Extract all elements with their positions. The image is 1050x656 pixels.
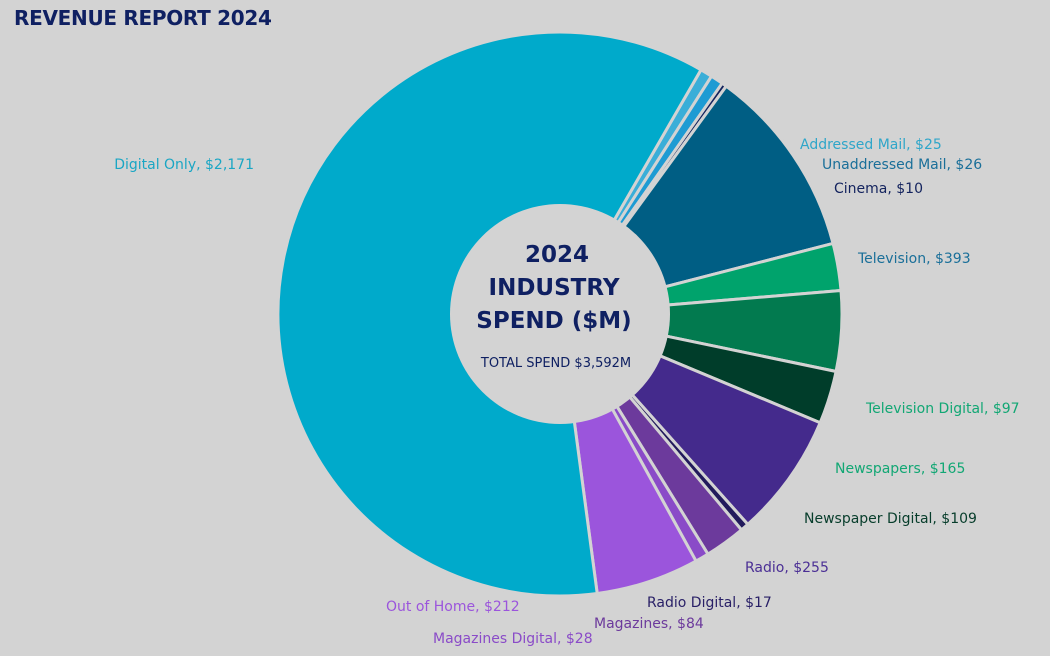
label-out-of-home: Out of Home, $212: [386, 599, 520, 615]
label-addressed-mail: Addressed Mail, $25: [800, 137, 942, 153]
chart-center-text: 2024 INDUSTRY SPEND ($M) TOTAL SPEND $3,…: [476, 242, 631, 371]
center-title-line-3: SPEND ($M): [476, 308, 631, 334]
label-newspapers: Newspapers, $165: [835, 461, 965, 477]
total-spend-label: TOTAL SPEND $3,592M: [480, 356, 631, 371]
center-title-line-1: 2024: [525, 242, 589, 268]
label-cinema: Cinema, $10: [834, 181, 923, 197]
slice-labels: Addressed Mail, $25 Unaddressed Mail, $26…: [114, 137, 1019, 647]
report-title: REVENUE REPORT 2024: [14, 6, 272, 30]
donut-hole: [450, 204, 670, 424]
label-unaddressed-mail: Unaddressed Mail, $26: [822, 157, 982, 173]
label-magazines: Magazines, $84: [594, 616, 704, 632]
label-digital-only: Digital Only, $2,171: [114, 157, 254, 173]
label-radio-digital: Radio Digital, $17: [647, 595, 772, 611]
label-newspaper-digital: Newspaper Digital, $109: [804, 511, 977, 527]
label-television: Television, $393: [857, 251, 971, 267]
label-television-digital: Television Digital, $97: [865, 401, 1020, 417]
label-magazines-digital: Magazines Digital, $28: [433, 631, 593, 647]
label-radio: Radio, $255: [745, 560, 829, 576]
center-title-line-2: INDUSTRY: [489, 275, 620, 301]
